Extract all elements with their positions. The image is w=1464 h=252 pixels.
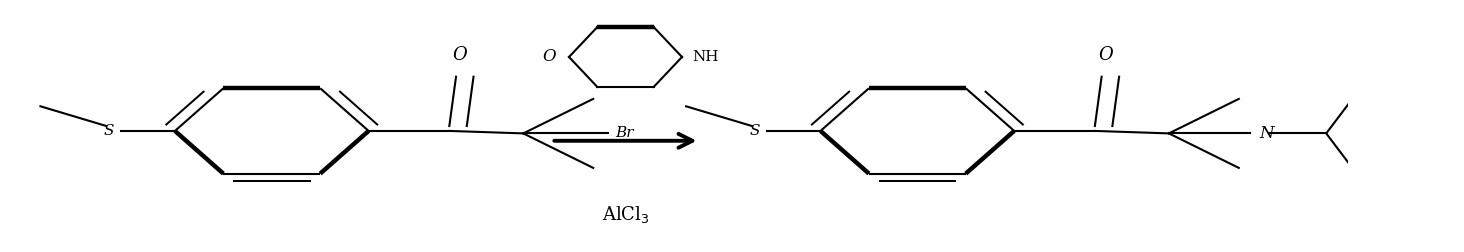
Text: S: S <box>750 124 760 138</box>
Text: AlCl$_3$: AlCl$_3$ <box>602 204 649 225</box>
Text: S: S <box>104 124 114 138</box>
Text: O: O <box>542 48 555 66</box>
Text: Br: Br <box>615 127 634 140</box>
Text: O: O <box>452 46 467 65</box>
Text: NH: NH <box>692 50 719 64</box>
Text: O: O <box>1098 46 1113 65</box>
Text: N: N <box>1259 125 1274 142</box>
